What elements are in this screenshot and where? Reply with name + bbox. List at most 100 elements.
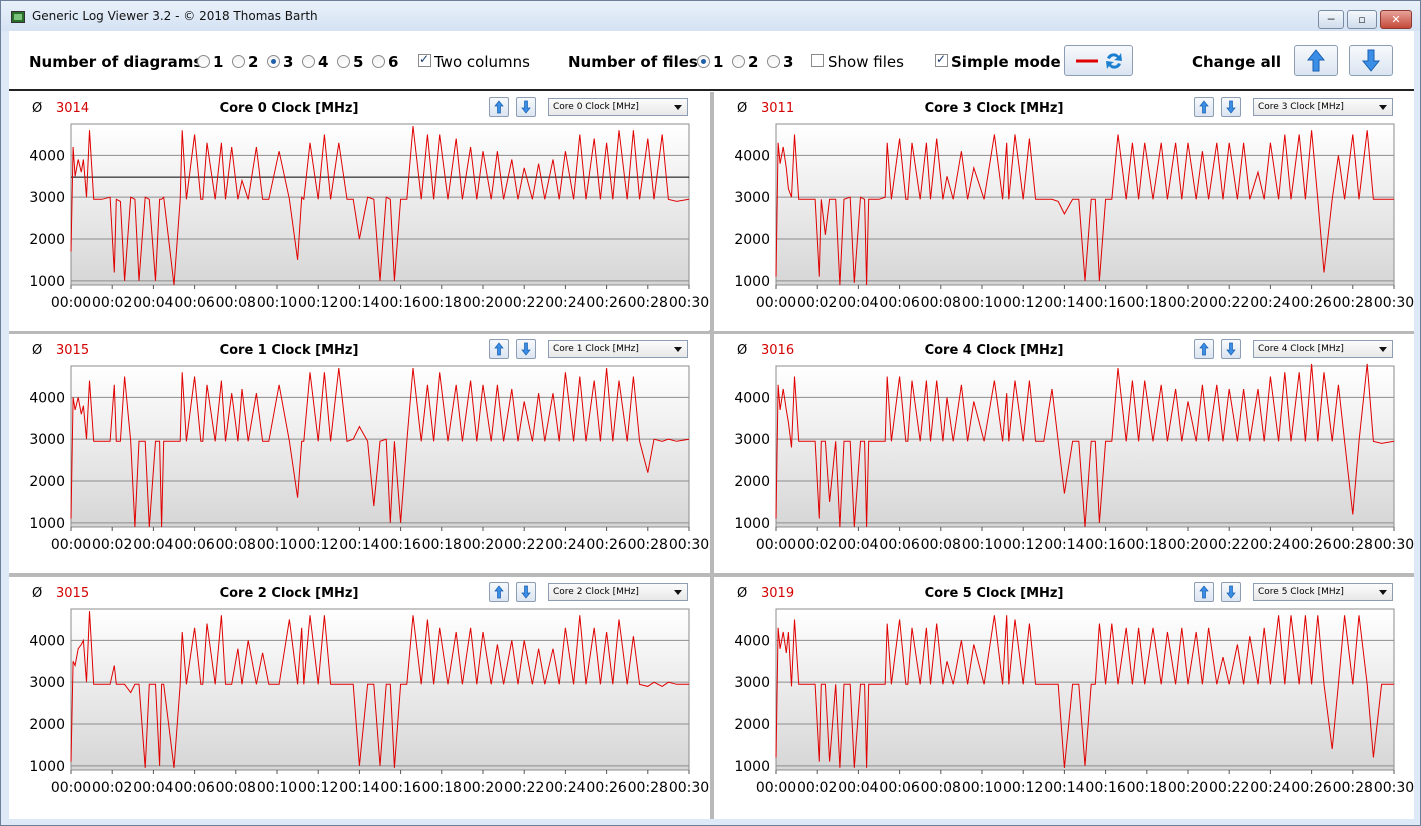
x-tick-label: 00:14 [1044, 295, 1084, 311]
y-tick-label: 1000 [29, 274, 65, 290]
change-all-up-button[interactable] [1294, 45, 1338, 76]
x-tick-label: 00:02 [92, 780, 132, 796]
diagram-radio-2[interactable] [232, 55, 245, 68]
line-chart[interactable]: 1000 2000 3000 4000 00:00 00:02 00:04 00:06 00:0… [714, 606, 1414, 816]
x-tick-label: 00:00 [51, 537, 91, 553]
window-title: Generic Log Viewer 3.2 - © 2018 Thomas B… [32, 9, 318, 23]
x-tick-label: 00:10 [962, 295, 1002, 311]
simple-mode-checkbox[interactable] [935, 52, 948, 67]
x-tick-label: 00:22 [504, 780, 544, 796]
line-style-button[interactable] [1064, 45, 1133, 76]
x-tick-label: 00:28 [1333, 295, 1373, 311]
change-all-down-button[interactable] [1349, 45, 1393, 76]
diagram-radio-3[interactable] [267, 55, 280, 68]
x-tick-label: 00:04 [133, 295, 173, 311]
x-tick-label: 00:18 [1127, 780, 1167, 796]
line-chart[interactable]: 1000 2000 3000 4000 00:00 00:02 00:04 00:06 00:0… [9, 363, 709, 573]
line-chart[interactable]: 1000 2000 3000 4000 00:00 00:02 00:04 00:06 00:0… [714, 121, 1414, 331]
sensor-select[interactable]: Core 0 Clock [MHz] [548, 98, 688, 116]
sensor-select-value: Core 5 Clock [MHz] [1258, 587, 1344, 597]
x-tick-label: 00:10 [257, 780, 297, 796]
x-tick-label: 00:22 [1209, 537, 1249, 553]
toolbar: Number of diagrams 1 2 3 4 5 6 Two colum… [9, 31, 1414, 91]
x-tick-label: 00:08 [921, 295, 961, 311]
row-divider-1[interactable] [9, 330, 1414, 334]
move-up-button[interactable] [1194, 97, 1214, 117]
diagram-radio-1[interactable] [197, 55, 210, 68]
move-down-button[interactable] [516, 339, 536, 359]
x-tick-label: 00:16 [380, 537, 420, 553]
client-area: Number of diagrams 1 2 3 4 5 6 Two colum… [9, 31, 1414, 819]
diagram-radio-4[interactable] [302, 55, 315, 68]
arrow-down-icon [1226, 585, 1236, 599]
arrow-up-icon [494, 585, 504, 599]
y-tick-label: 2000 [734, 717, 770, 733]
minimize-button[interactable]: ─ [1318, 10, 1344, 29]
sensor-select[interactable]: Core 1 Clock [MHz] [548, 340, 688, 358]
move-up-button[interactable] [489, 97, 509, 117]
maximize-button[interactable]: ▫ [1347, 10, 1377, 29]
file-radio-1[interactable] [697, 55, 710, 68]
sensor-select[interactable]: Core 2 Clock [MHz] [548, 583, 688, 601]
column-divider[interactable] [710, 92, 714, 819]
change-all-label: Change all [1192, 53, 1282, 71]
sensor-select-value: Core 2 Clock [MHz] [553, 587, 639, 597]
title-bar[interactable]: Generic Log Viewer 3.2 - © 2018 Thomas B… [1, 1, 1420, 31]
move-down-button[interactable] [1221, 339, 1241, 359]
x-tick-label: 00:06 [879, 780, 919, 796]
x-tick-label: 00:08 [921, 780, 961, 796]
average-symbol: Ø [737, 101, 748, 116]
arrow-up-icon [1199, 342, 1209, 356]
y-tick-label: 4000 [734, 148, 770, 164]
line-chart[interactable]: 1000 2000 3000 4000 00:00 00:02 00:04 00:06 00:0… [9, 606, 709, 816]
y-tick-label: 4000 [734, 633, 770, 649]
diagram-title: Core 3 Clock [MHz] [924, 101, 1064, 116]
plot-area [70, 608, 690, 771]
move-down-button[interactable] [516, 97, 536, 117]
diagram-radio-6[interactable] [372, 55, 385, 68]
two-columns-checkbox[interactable] [418, 52, 431, 67]
y-tick-label: 4000 [734, 390, 770, 406]
series-line [70, 368, 690, 528]
move-up-button[interactable] [489, 582, 509, 602]
average-value: 3015 [56, 586, 90, 601]
move-down-button[interactable] [1221, 582, 1241, 602]
x-tick-label: 00:28 [628, 537, 668, 553]
x-tick-label: 00:20 [1168, 780, 1208, 796]
move-up-button[interactable] [1194, 339, 1214, 359]
x-tick-label: 00:22 [1209, 295, 1249, 311]
close-button[interactable]: ✕ [1380, 10, 1412, 29]
x-tick-label: 00:30 [1374, 780, 1414, 796]
x-tick-label: 00:24 [545, 780, 585, 796]
x-tick-label: 00:30 [669, 295, 709, 311]
x-tick-label: 00:16 [380, 780, 420, 796]
line-chart[interactable]: 1000 2000 3000 4000 00:00 00:02 00:04 00:06 00:0… [714, 363, 1414, 573]
x-tick-label: 00:18 [422, 780, 462, 796]
diagram-radio-5[interactable] [337, 55, 350, 68]
diagram-title: Core 2 Clock [MHz] [219, 586, 359, 601]
x-tick-label: 00:26 [1291, 537, 1331, 553]
x-tick-label: 00:18 [422, 295, 462, 311]
diagram-radio-2-label: 2 [248, 53, 259, 71]
arrow-down-icon [521, 100, 531, 114]
x-tick-label: 00:24 [545, 295, 585, 311]
show-files-label: Show files [828, 53, 904, 71]
move-up-button[interactable] [489, 339, 509, 359]
x-tick-label: 00:26 [1291, 780, 1331, 796]
move-down-button[interactable] [516, 582, 536, 602]
line-chart[interactable]: 1000 2000 3000 4000 00:00 00:02 00:04 00:06 00:0… [9, 121, 709, 331]
average-value: 3015 [56, 343, 90, 358]
file-radio-2[interactable] [732, 55, 745, 68]
sensor-select[interactable]: Core 5 Clock [MHz] [1253, 583, 1393, 601]
diagram-title: Core 5 Clock [MHz] [924, 586, 1064, 601]
move-up-button[interactable] [1194, 582, 1214, 602]
y-tick-label: 3000 [29, 190, 65, 206]
sensor-select[interactable]: Core 3 Clock [MHz] [1253, 98, 1393, 116]
show-files-checkbox[interactable] [811, 54, 824, 67]
move-down-button[interactable] [1221, 97, 1241, 117]
sensor-select[interactable]: Core 4 Clock [MHz] [1253, 340, 1393, 358]
file-radio-3[interactable] [767, 55, 780, 68]
y-tick-label: 1000 [734, 759, 770, 775]
row-divider-2[interactable] [9, 573, 1414, 577]
